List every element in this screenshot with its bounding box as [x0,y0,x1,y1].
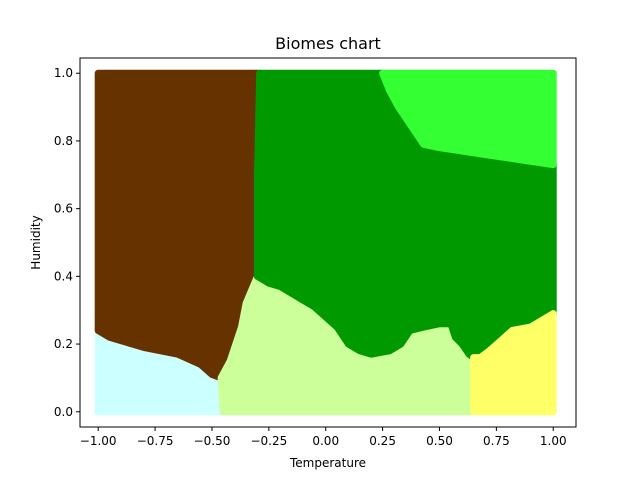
x-tick-label: −0.25 [250,434,287,448]
y-tick-label: 1.0 [54,66,73,80]
x-tick-label: −1.00 [80,434,117,448]
biome-region-5 [470,310,557,416]
x-axis-label: Temperature [289,456,366,470]
y-tick-label: 0.8 [54,134,73,148]
biome-region-4 [379,69,557,169]
chart-title: Biomes chart [275,34,381,53]
x-tick-label: 1.00 [540,434,567,448]
biome-region-1 [94,69,264,382]
y-tick-label: 0.2 [54,337,73,351]
y-axis-label: Humidity [29,215,43,269]
x-tick-label: 0.25 [369,434,396,448]
x-tick-label: 0.75 [483,434,510,448]
x-tick-label: −0.50 [194,434,231,448]
y-tick-label: 0.4 [54,269,73,283]
x-axis-ticks: −1.00 −0.75 −0.50 −0.25 0.00 0.25 0.50 0.75 1.00 [80,427,567,448]
plot-frame [79,57,577,428]
y-axis-ticks: 0.0 0.2 0.4 0.6 0.8 1.0 [54,66,80,419]
regions-layer [94,69,557,416]
y-tick-label: 0.0 [54,405,73,419]
x-tick-label: 0.50 [426,434,453,448]
x-tick-label: 0.00 [312,434,339,448]
y-tick-label: 0.6 [54,202,73,216]
x-tick-label: −0.75 [137,434,174,448]
